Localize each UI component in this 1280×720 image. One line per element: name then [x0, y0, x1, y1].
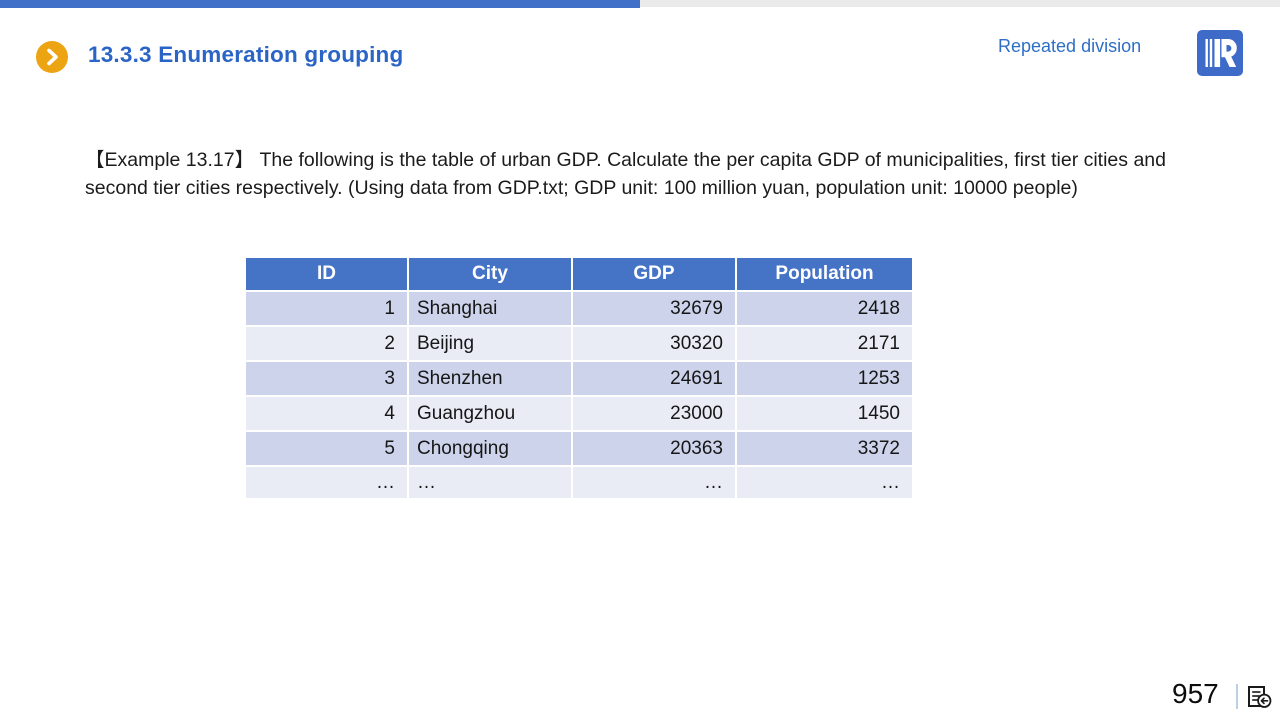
table-cell: 1253: [737, 362, 912, 397]
table-row: 1 Shanghai 32679 2418: [246, 292, 912, 327]
brand-logo-icon: [1197, 30, 1243, 76]
table-row: 3 Shenzhen 24691 1253: [246, 362, 912, 397]
table-cell: …: [737, 467, 912, 498]
table-cell: …: [246, 467, 409, 498]
document-return-icon[interactable]: [1246, 684, 1272, 710]
table-cell: Chongqing: [409, 432, 573, 467]
gdp-table-header: ID City GDP Population: [246, 258, 912, 292]
table-cell: Shanghai: [409, 292, 573, 327]
table-cell: Guangzhou: [409, 397, 573, 432]
table-cell: 2171: [737, 327, 912, 362]
table-cell: 2418: [737, 292, 912, 327]
table-header-row: ID City GDP Population: [246, 258, 912, 292]
column-header-city: City: [409, 258, 573, 292]
page-number: 957: [1172, 678, 1219, 709]
table-row: 5 Chongqing 20363 3372: [246, 432, 912, 467]
chevron-right-circle-icon: [36, 41, 68, 73]
table-row: …………: [246, 467, 912, 498]
table-cell: 2: [246, 327, 409, 362]
table-cell: 23000: [573, 397, 737, 432]
column-header-gdp: GDP: [573, 258, 737, 292]
table-cell: 1: [246, 292, 409, 327]
table-cell: 32679: [573, 292, 737, 327]
top-accent-bar-left: [0, 0, 640, 8]
column-header-population: Population: [737, 258, 912, 292]
gdp-table: ID City GDP Population 1 Shanghai 32679 241…: [246, 258, 912, 498]
top-accent-bar-right: [640, 0, 1280, 7]
table-cell: 3372: [737, 432, 912, 467]
column-header-id: ID: [246, 258, 409, 292]
corner-label: Repeated division: [998, 36, 1142, 56]
table-cell: Shenzhen: [409, 362, 573, 397]
table-row: 4 Guangzhou 23000 1450: [246, 397, 912, 432]
table-row: 2 Beijing 30320 2171: [246, 327, 912, 362]
table-cell: 30320: [573, 327, 737, 362]
table-cell: 24691: [573, 362, 737, 397]
table-cell: 3: [246, 362, 409, 397]
gdp-table-body: 1 Shanghai 32679 2418 2 Beijing 30320 2171 3 Shen…: [246, 292, 912, 498]
table-cell: …: [409, 467, 573, 498]
example-paragraph: 【Example 13.17】 The following is the tab…: [85, 149, 1166, 199]
table-cell: …: [573, 467, 737, 498]
table-cell: 20363: [573, 432, 737, 467]
table-cell: 5: [246, 432, 409, 467]
page-title: 13.3.3 Enumeration grouping: [88, 42, 404, 67]
table-cell: Beijing: [409, 327, 573, 362]
footer-divider: [1236, 684, 1238, 709]
table-cell: 1450: [737, 397, 912, 432]
table-cell: 4: [246, 397, 409, 432]
